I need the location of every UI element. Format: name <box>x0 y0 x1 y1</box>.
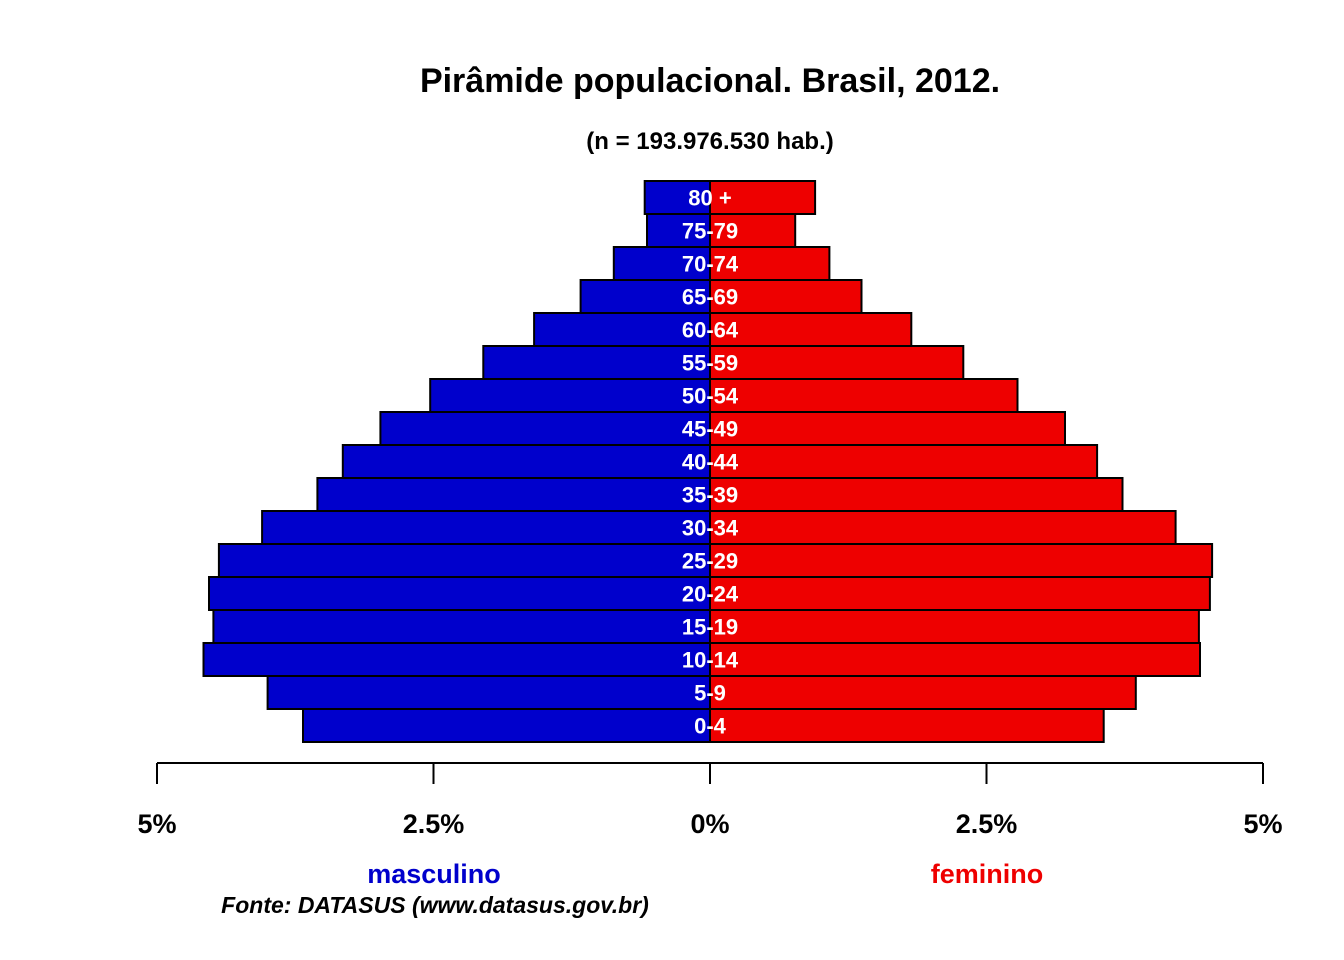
chart-title: Pirâmide populacional. Brasil, 2012. <box>420 62 1000 100</box>
bar-masculino-65-69 <box>579 279 711 314</box>
bar-masculino-30-34 <box>261 510 711 545</box>
bar-feminino-10-14 <box>709 642 1201 677</box>
bar-feminino-65-69 <box>709 279 863 314</box>
bar-masculino-5-9 <box>266 675 711 710</box>
bar-masculino-25-29 <box>217 543 711 578</box>
age-group-label: 40-44 <box>682 450 739 475</box>
bar-feminino-50-54 <box>709 378 1019 413</box>
bar-feminino-30-34 <box>709 510 1177 545</box>
age-group-label: 80 + <box>688 186 731 211</box>
legend-male-label: masculino <box>367 859 501 889</box>
x-tick-label: 2.5% <box>956 809 1018 839</box>
age-group-label: 35-39 <box>682 483 738 508</box>
x-tick-label: 0% <box>690 809 729 839</box>
bar-feminino-55-59 <box>709 345 965 380</box>
bar-feminino-0-4 <box>709 708 1105 743</box>
age-group-label: 70-74 <box>682 252 739 277</box>
bar-masculino-45-49 <box>379 411 711 446</box>
age-labels-group: 0-4 5-9 10-14 15-19 20-24 25-29 30-34 35-39 40-4… <box>682 186 739 739</box>
age-group-label: 30-34 <box>682 516 739 541</box>
bar-feminino-45-49 <box>709 411 1066 446</box>
bar-masculino-35-39 <box>316 477 711 512</box>
bars-group <box>202 180 1214 743</box>
bar-masculino-60-64 <box>533 312 711 347</box>
bar-feminino-80 <box>709 180 817 215</box>
bar-feminino-60-64 <box>709 312 913 347</box>
bar-masculino-50-54 <box>429 378 711 413</box>
age-group-label: 15-19 <box>682 615 738 640</box>
bar-feminino-75-79 <box>709 213 797 248</box>
bar-feminino-15-19 <box>709 609 1200 644</box>
age-group-label: 60-64 <box>682 318 739 343</box>
bar-masculino-15-19 <box>212 609 711 644</box>
bar-masculino-40-44 <box>341 444 711 479</box>
bar-feminino-40-44 <box>709 444 1099 479</box>
bar-masculino-55-59 <box>482 345 711 380</box>
bar-masculino-10-14 <box>202 642 711 677</box>
age-group-label: 25-29 <box>682 549 738 574</box>
age-group-label: 65-69 <box>682 285 738 310</box>
age-group-label: 75-79 <box>682 219 738 244</box>
age-group-label: 10-14 <box>682 648 739 673</box>
x-tick-label: 5% <box>137 809 176 839</box>
source-note: Fonte: DATASUS (www.datasus.gov.br) <box>221 892 649 918</box>
age-group-label: 20-24 <box>682 582 739 607</box>
legend-female-label: feminino <box>931 859 1044 889</box>
age-group-label: 45-49 <box>682 417 738 442</box>
age-group-label: 55-59 <box>682 351 738 376</box>
bar-masculino-20-24 <box>208 576 711 611</box>
bar-masculino-70-74 <box>612 246 711 281</box>
x-tick-label: 5% <box>1243 809 1282 839</box>
age-group-label: 50-54 <box>682 384 739 409</box>
bar-masculino-0-4 <box>302 708 711 743</box>
age-group-label: 5-9 <box>694 681 726 706</box>
x-axis: 5% 2.5% 0% 2.5% 5% <box>137 762 1283 839</box>
x-tick-label: 2.5% <box>403 809 465 839</box>
bar-feminino-20-24 <box>709 576 1211 611</box>
chart-subtitle: (n = 193.976.530 hab.) <box>586 128 833 155</box>
bar-feminino-25-29 <box>709 543 1214 578</box>
bar-feminino-35-39 <box>709 477 1124 512</box>
bar-feminino-5-9 <box>709 675 1137 710</box>
age-group-label: 0-4 <box>694 714 727 739</box>
